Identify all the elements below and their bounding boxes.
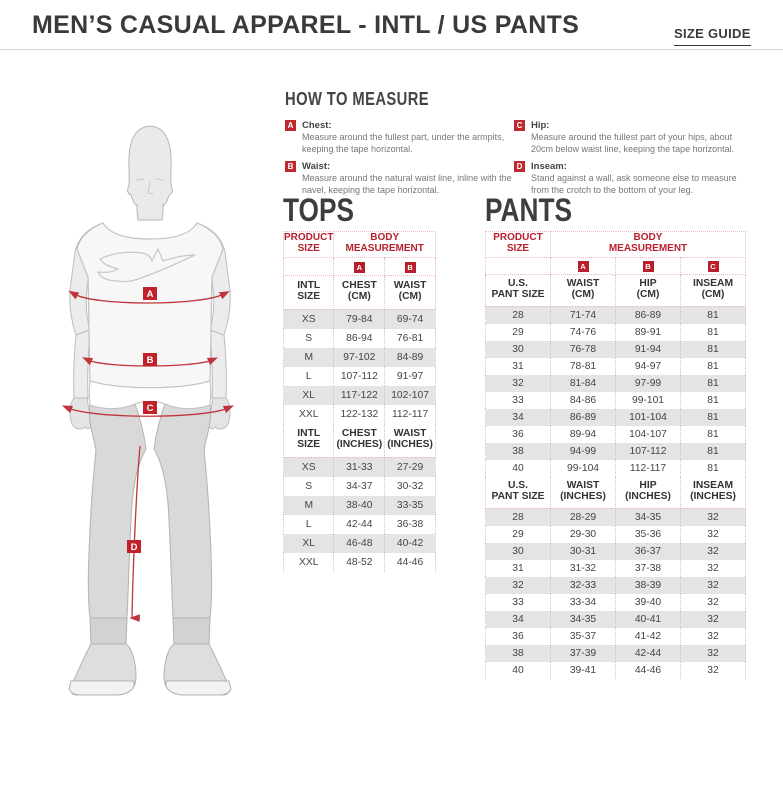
- svg-text:A: A: [147, 289, 154, 300]
- svg-text:C: C: [147, 403, 154, 414]
- svg-text:D: D: [131, 542, 138, 553]
- svg-text:B: B: [147, 355, 154, 366]
